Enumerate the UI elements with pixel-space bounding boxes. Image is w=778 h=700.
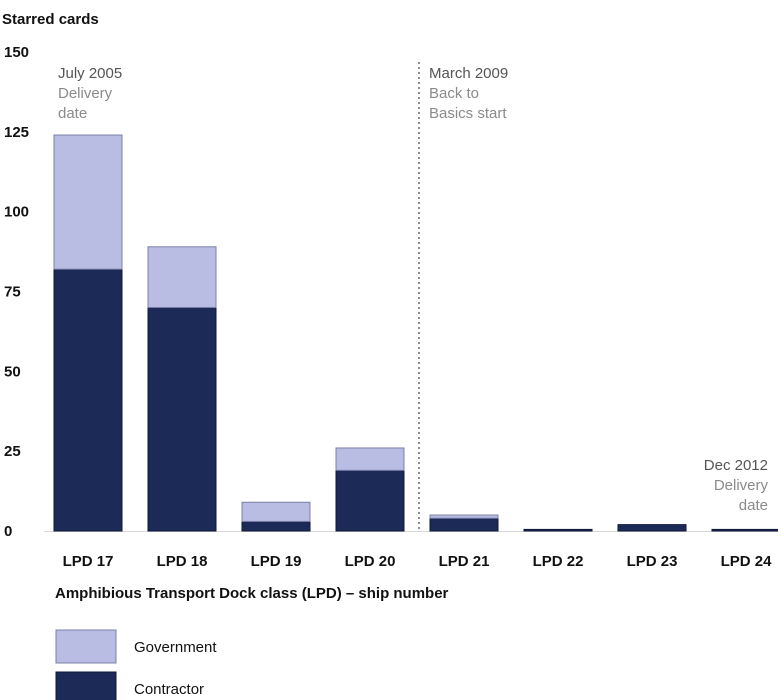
bar-government-lpd-17 (53, 134, 123, 270)
legend-swatch-contractor (55, 671, 117, 700)
bar-contractor-lpd-21 (429, 517, 499, 532)
y-tick-label: 150 (4, 44, 29, 61)
x-axis-title: Amphibious Transport Dock class (LPD) – … (55, 585, 449, 602)
y-tick-label: 0 (4, 523, 12, 540)
y-tick-label: 100 (4, 204, 29, 221)
bar-contractor-lpd-17 (53, 268, 123, 532)
y-axis-ticks: 0 25 50 75 100 125 150 (4, 44, 29, 540)
bar-contractor-lpd-20 (335, 469, 405, 532)
annotations: July 2005 Delivery date March 2009 Back to Ba… (58, 65, 768, 514)
annotation-date: July 2005 (58, 65, 122, 82)
legend: Government Contractor (55, 629, 217, 700)
x-axis-ticks: LPD 17 LPD 18 LPD 19 LPD 20 LPD 21 LPD 22 LPD … (63, 553, 773, 570)
legend-label-contractor: Contractor (134, 681, 204, 698)
bar-contractor-lpd-24 (711, 528, 778, 532)
plot-bars (44, 134, 778, 532)
x-tick-label: LPD 19 (251, 553, 302, 570)
bar-contractor-lpd-18 (147, 306, 217, 532)
x-tick-label: LPD 18 (157, 553, 208, 570)
x-tick-label: LPD 23 (627, 553, 678, 570)
y-tick-label: 75 (4, 284, 21, 301)
bar-contractor-lpd-19 (241, 520, 311, 532)
annotation-text: date (739, 497, 768, 514)
x-tick-label: LPD 24 (721, 553, 773, 570)
annotation-date: March 2009 (429, 65, 508, 82)
legend-label-government: Government (134, 639, 217, 656)
bar-contractor-lpd-22 (523, 528, 593, 532)
x-tick-label: LPD 22 (533, 553, 584, 570)
annotation-text: Delivery (58, 85, 113, 102)
y-tick-label: 50 (4, 363, 21, 380)
x-tick-label: LPD 17 (63, 553, 114, 570)
bar-government-lpd-18 (147, 246, 217, 308)
annotation-text: date (58, 105, 87, 122)
annotation-text: Delivery (714, 477, 769, 494)
bar-government-lpd-20 (335, 447, 405, 471)
legend-swatch-government (55, 629, 117, 664)
x-tick-label: LPD 21 (439, 553, 490, 570)
bar-contractor-lpd-23 (617, 524, 687, 532)
y-tick-label: 25 (4, 443, 21, 460)
annotation-text: Back to (429, 85, 479, 102)
bar-government-lpd-21 (429, 514, 499, 519)
bar-government-lpd-19 (241, 501, 311, 522)
y-axis-title: Starred cards (2, 11, 99, 28)
y-tick-label: 125 (4, 124, 29, 141)
x-tick-label: LPD 20 (345, 553, 396, 570)
annotation-date: Dec 2012 (704, 457, 768, 474)
annotation-text: Basics start (429, 105, 507, 122)
